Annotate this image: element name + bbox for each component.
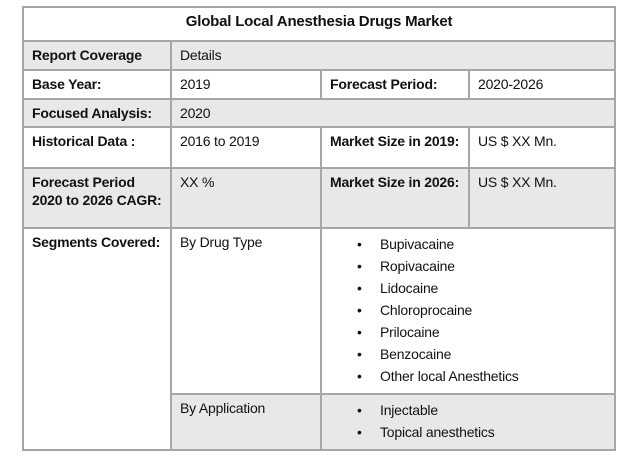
bullet-item: Chloroprocaine (330, 299, 606, 321)
bullet-item: Bupivacaine (330, 233, 606, 255)
base-year-label: Base Year: (22, 69, 172, 100)
segments-drug-type-row: Segments Covered: By Drug Type Bupivacai… (22, 227, 617, 451)
segments-application-row: By Application Injectable Topical anesth… (23, 393, 617, 451)
historical-data-row: Historical Data : 2016 to 2019 Market Si… (22, 126, 617, 169)
application-bullet-list: Injectable Topical anesthetics (330, 399, 606, 443)
report-coverage-value: Details (169, 40, 617, 71)
bullet-item: Benzocaine (330, 343, 606, 365)
forecast-cagr-value: XX % (170, 167, 322, 229)
bullet-item: Lidocaine (330, 277, 606, 299)
report-coverage-row: Report Coverage Details (22, 40, 617, 71)
bullet-item: Ropivacaine (330, 255, 606, 277)
forecast-period-label: Forecast Period: (320, 69, 470, 100)
forecast-period-value: 2020-2026 (467, 69, 617, 100)
forecast-cagr-row: Forecast Period 2020 to 2026 CAGR: XX % … (22, 167, 617, 229)
market-size-2019-value: US $ XX Mn. (467, 126, 617, 169)
bullet-item: Prilocaine (330, 321, 606, 343)
market-size-2026-label: Market Size in 2026: (320, 167, 470, 229)
market-report-table: Global Local Anesthesia Drugs Market Rep… (21, 6, 617, 451)
historical-data-value: 2016 to 2019 (170, 126, 322, 169)
focused-analysis-value: 2020 (169, 98, 617, 128)
bullet-item: Injectable (330, 399, 606, 421)
title-row: Global Local Anesthesia Drugs Market (21, 6, 617, 42)
table-title: Global Local Anesthesia Drugs Market (21, 6, 617, 42)
by-application-label: By Application (170, 393, 322, 451)
focused-analysis-label: Focused Analysis: (22, 98, 172, 128)
drug-type-bullet-list: Bupivacaine Ropivacaine Lidocaine Chloro… (330, 233, 606, 387)
application-items-cell: Injectable Topical anesthetics (319, 393, 617, 451)
bullet-item: Other local Anesthetics (330, 365, 606, 387)
market-size-2019-label: Market Size in 2019: (320, 126, 470, 169)
base-year-value: 2019 (170, 69, 322, 100)
historical-data-label: Historical Data : (22, 126, 172, 169)
drug-type-items-cell: Bupivacaine Ropivacaine Lidocaine Chloro… (319, 227, 617, 395)
bullet-item: Topical anesthetics (330, 421, 606, 443)
forecast-cagr-label: Forecast Period 2020 to 2026 CAGR: (22, 167, 172, 229)
focused-analysis-row: Focused Analysis: 2020 (22, 98, 617, 128)
base-year-row: Base Year: 2019 Forecast Period: 2020-20… (22, 69, 617, 100)
market-size-2026-value: US $ XX Mn. (467, 167, 617, 229)
segments-covered-label: Segments Covered: (22, 227, 172, 451)
by-drug-type-label: By Drug Type (170, 227, 322, 395)
report-coverage-label: Report Coverage (22, 40, 172, 71)
